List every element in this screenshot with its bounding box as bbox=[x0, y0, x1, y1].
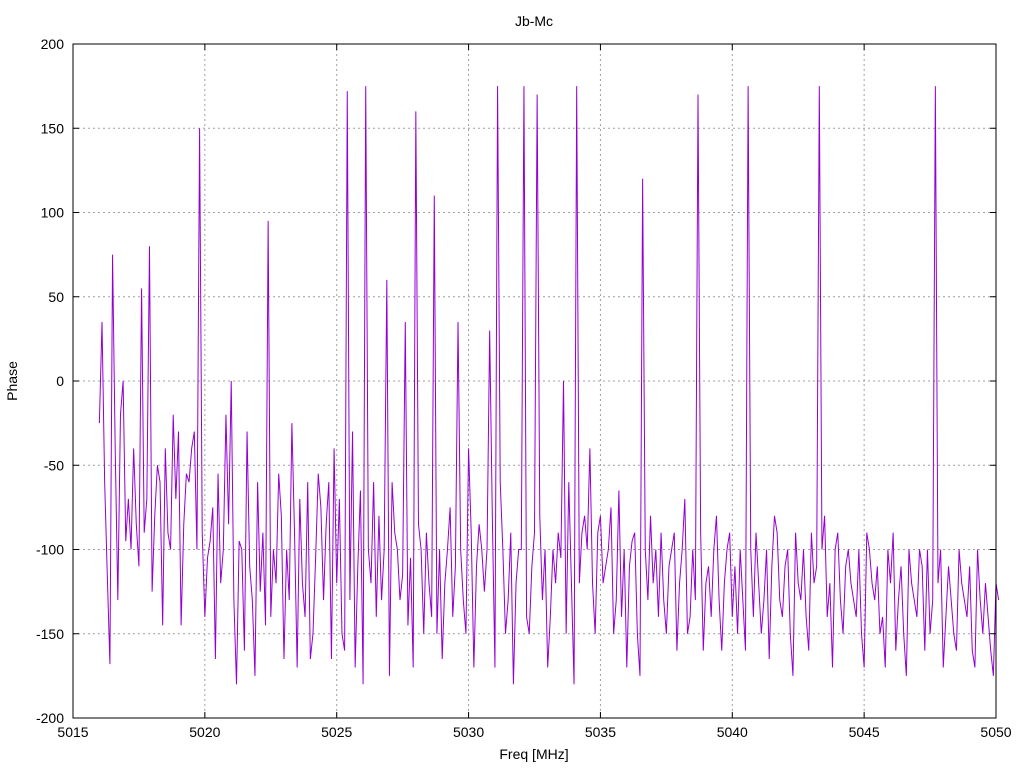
y-tick-label: 100 bbox=[41, 205, 65, 221]
x-tick-label: 5050 bbox=[980, 724, 1011, 740]
x-axis-title: Freq [MHz] bbox=[499, 746, 568, 762]
y-axis-title: Phase bbox=[4, 361, 20, 401]
chart-title: Jb-Mc bbox=[515, 13, 553, 29]
y-tick-label: -150 bbox=[36, 626, 64, 642]
y-tick-label: 150 bbox=[41, 120, 65, 136]
y-tick-label: 50 bbox=[48, 289, 64, 305]
axis-ticks: 5015 5020 5025 5030 5035 5040 5045 5050 -200 -150… bbox=[36, 36, 1012, 740]
y-tick-label: -200 bbox=[36, 710, 64, 726]
y-tick-label: 200 bbox=[41, 36, 65, 52]
x-tick-label: 5035 bbox=[585, 724, 616, 740]
y-tick-label: 0 bbox=[56, 373, 64, 389]
x-tick-label: 5025 bbox=[321, 724, 352, 740]
series-layer bbox=[98, 86, 1000, 685]
phase-series-line bbox=[98, 86, 1000, 685]
x-tick-label: 5015 bbox=[57, 724, 88, 740]
x-tick-label: 5040 bbox=[717, 724, 748, 740]
grid-lines bbox=[73, 44, 996, 718]
x-tick-label: 5020 bbox=[189, 724, 220, 740]
x-tick-label: 5030 bbox=[453, 724, 484, 740]
x-tick-label: 5045 bbox=[849, 724, 880, 740]
y-tick-label: -100 bbox=[36, 542, 64, 558]
y-tick-label: -50 bbox=[44, 457, 64, 473]
